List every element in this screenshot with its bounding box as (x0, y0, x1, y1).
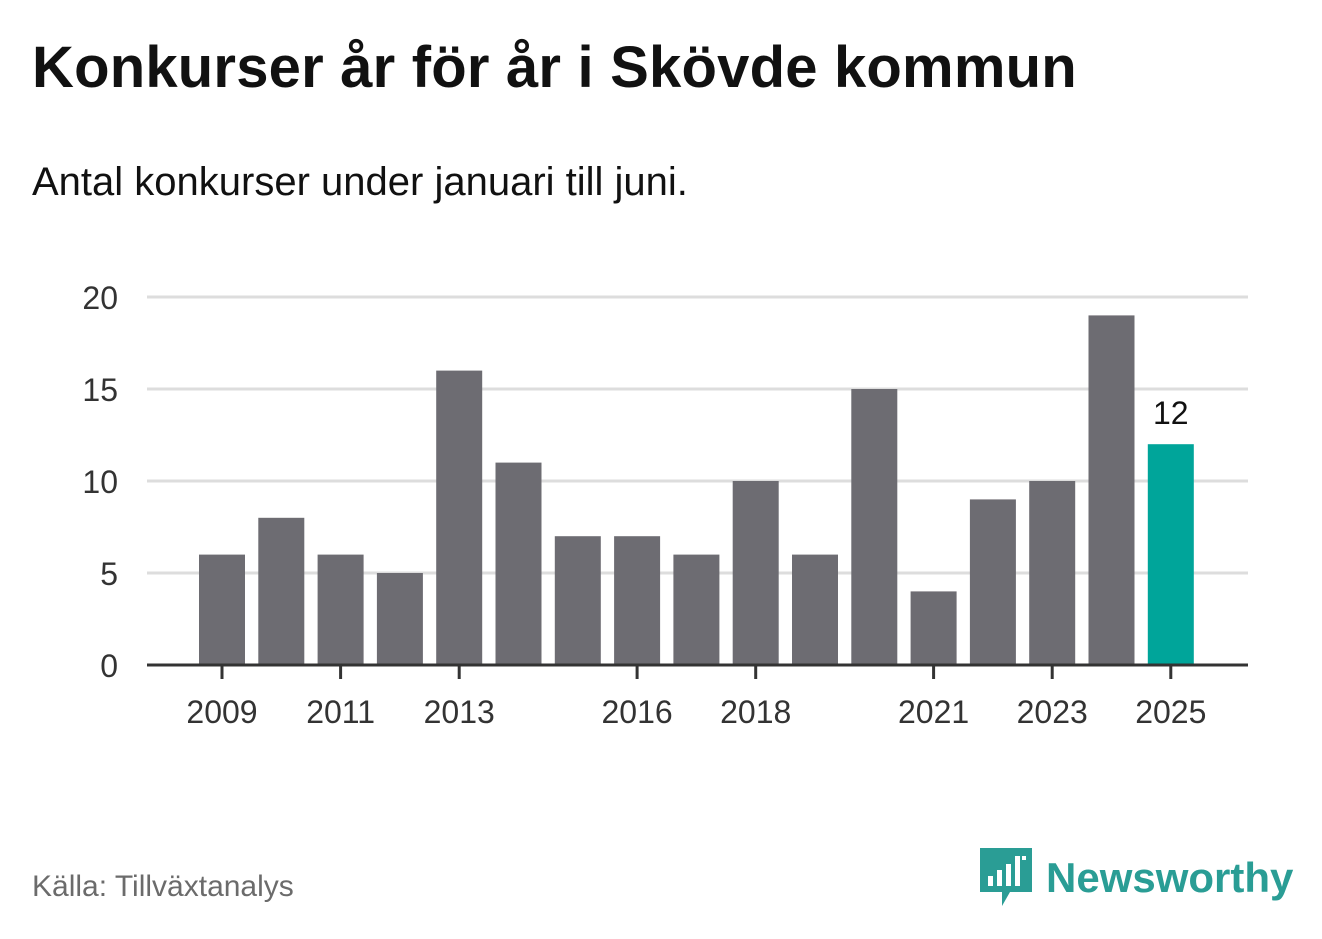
chart-title: Konkurser år för år i Skövde kommun (32, 35, 1077, 100)
bar-2025 (1147, 444, 1194, 665)
bar-2011 (317, 554, 364, 665)
brand-name: Newsworthy (1046, 854, 1294, 901)
y-tick-label: 5 (100, 556, 118, 592)
bar-2020 (851, 389, 898, 665)
y-tick-label: 0 (100, 648, 118, 684)
bar-2017 (673, 554, 720, 665)
y-tick-labels: 0 5 10 15 20 (82, 280, 118, 684)
x-tick-label: 2011 (306, 694, 375, 730)
bar-2024 (1088, 315, 1135, 665)
source-note: Källa: Tillväxtanalys (32, 870, 294, 903)
data-labels: 12 (1153, 395, 1189, 431)
data-label-2025: 12 (1153, 395, 1189, 431)
newsworthy-logo-icon (980, 848, 1032, 906)
x-tick-label: 2013 (424, 694, 495, 730)
y-tick-label: 20 (82, 280, 118, 316)
bar-2019 (792, 554, 838, 665)
x-tick-label: 2025 (1135, 694, 1206, 730)
grid-lines (147, 295, 1248, 575)
x-axis (147, 663, 1248, 679)
bar-2013 (436, 370, 483, 665)
bar-2023 (1029, 481, 1076, 665)
y-tick-label: 15 (82, 372, 118, 408)
bar-2022 (969, 499, 1016, 665)
x-tick-label: 2018 (720, 694, 791, 730)
bars (199, 315, 1194, 665)
bar-2009 (199, 554, 245, 665)
bar-2015 (554, 536, 601, 665)
x-tick-label: 2009 (186, 694, 257, 730)
bar-2016 (614, 536, 661, 665)
bar-2012 (376, 573, 423, 665)
chart-subtitle: Antal konkurser under januari till juni. (32, 160, 688, 204)
bar-2014 (495, 462, 542, 665)
x-tick-label: 2021 (898, 694, 969, 730)
bar-2021 (910, 591, 957, 665)
y-tick-label: 10 (82, 464, 118, 500)
bar-2018 (732, 481, 779, 665)
brand-logo: Newsworthy (980, 848, 1293, 908)
x-tick-label: 2023 (1017, 694, 1088, 730)
x-tick-label: 2016 (602, 694, 673, 730)
bar-2010 (258, 517, 305, 665)
x-tick-labels: 2009 2011 2013 2016 2018 2021 2023 2025 (186, 694, 1206, 730)
